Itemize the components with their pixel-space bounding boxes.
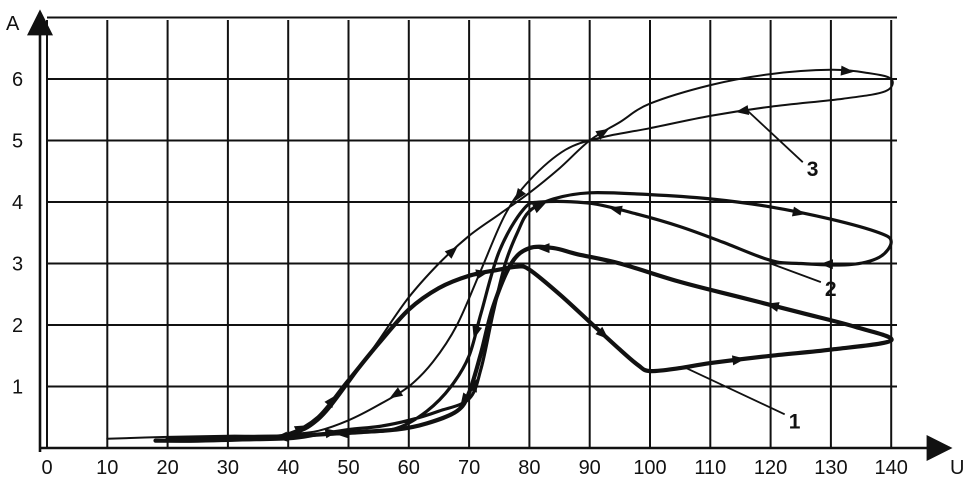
- axes: [27, 9, 953, 461]
- x-tick-label: 20: [156, 457, 178, 479]
- y-tick-label: 6: [12, 69, 23, 91]
- annotation-3: 3: [745, 109, 819, 181]
- y-tick-label: 2: [12, 315, 23, 337]
- series-2-direction-arrow: [819, 259, 834, 270]
- series-3-direction-arrow: [389, 387, 404, 399]
- x-axis-label: U: [950, 457, 964, 479]
- series-1: [153, 243, 894, 443]
- series-2-direction-arrow: [608, 205, 623, 216]
- x-tick-label: 10: [96, 457, 118, 479]
- y-tick-label: 1: [12, 377, 23, 399]
- series-3-direction-arrow: [514, 187, 527, 202]
- curves: [106, 65, 894, 443]
- x-tick-label: 120: [754, 457, 787, 479]
- series-2-direction-arrow: [532, 202, 546, 214]
- series-3-direction-arrow: [444, 246, 458, 259]
- series-2-direction-arrow: [334, 428, 348, 439]
- y-tick-label: 5: [12, 131, 23, 153]
- y-axis-label: A: [6, 13, 20, 35]
- y-tick-label: 4: [12, 192, 23, 214]
- series-1-direction-arrow: [274, 431, 288, 442]
- series-2-direction-arrow: [467, 378, 477, 393]
- x-tick-label: 30: [217, 457, 239, 479]
- annotation-2-label: 2: [825, 278, 837, 301]
- series-3-direction-arrow: [735, 105, 750, 116]
- series-1-direction-arrow: [324, 394, 337, 409]
- series-3-line: [106, 68, 894, 440]
- series-2-direction-arrow: [324, 428, 339, 439]
- x-tick-label: 90: [579, 457, 601, 479]
- x-tick-label: 80: [518, 457, 540, 479]
- x-tick-label: 110: [694, 457, 726, 479]
- annotation-1-leader: [685, 367, 786, 416]
- series-2: [153, 191, 893, 443]
- series-1-direction-arrow: [595, 326, 609, 340]
- grid: [46, 16, 897, 448]
- annotation-3-label: 3: [807, 158, 819, 181]
- annotation-3-leader: [745, 109, 804, 163]
- series-3: [106, 65, 894, 440]
- annotation-2-leader: [770, 262, 822, 283]
- series-3-direction-arrow: [293, 425, 308, 436]
- x-tick-label: 0: [41, 457, 52, 479]
- x-tick-label: 70: [458, 457, 480, 479]
- series-2-direction-arrow: [791, 206, 806, 217]
- tick-labels: 0 10 20 30 40 50 60 70 80 90 100 110 120 130 140 1 2 3 4 5 6: [12, 69, 908, 479]
- series-1-direction-arrow: [731, 355, 746, 366]
- x-tick-label: 50: [337, 457, 359, 479]
- series-2-direction-arrow: [472, 325, 483, 340]
- x-tick-label: 40: [277, 457, 299, 479]
- curve-annotations: 1 2 3: [685, 109, 837, 433]
- annotation-1: 1: [685, 367, 801, 433]
- series-1-direction-arrow: [765, 302, 780, 312]
- series-2-line: [153, 191, 893, 443]
- series-1-line: [153, 244, 894, 443]
- x-tick-label: 100: [633, 457, 666, 479]
- annotation-1-label: 1: [789, 410, 801, 433]
- series-1-direction-arrow: [536, 243, 550, 254]
- series-3-direction-arrow: [595, 128, 610, 140]
- x-tick-label: 140: [875, 457, 908, 479]
- annotation-2: 2: [770, 262, 837, 301]
- y-tick-label: 3: [12, 254, 23, 276]
- x-tick-label: 60: [398, 457, 420, 479]
- series-3-direction-arrow: [840, 65, 854, 76]
- x-tick-label: 130: [814, 457, 847, 479]
